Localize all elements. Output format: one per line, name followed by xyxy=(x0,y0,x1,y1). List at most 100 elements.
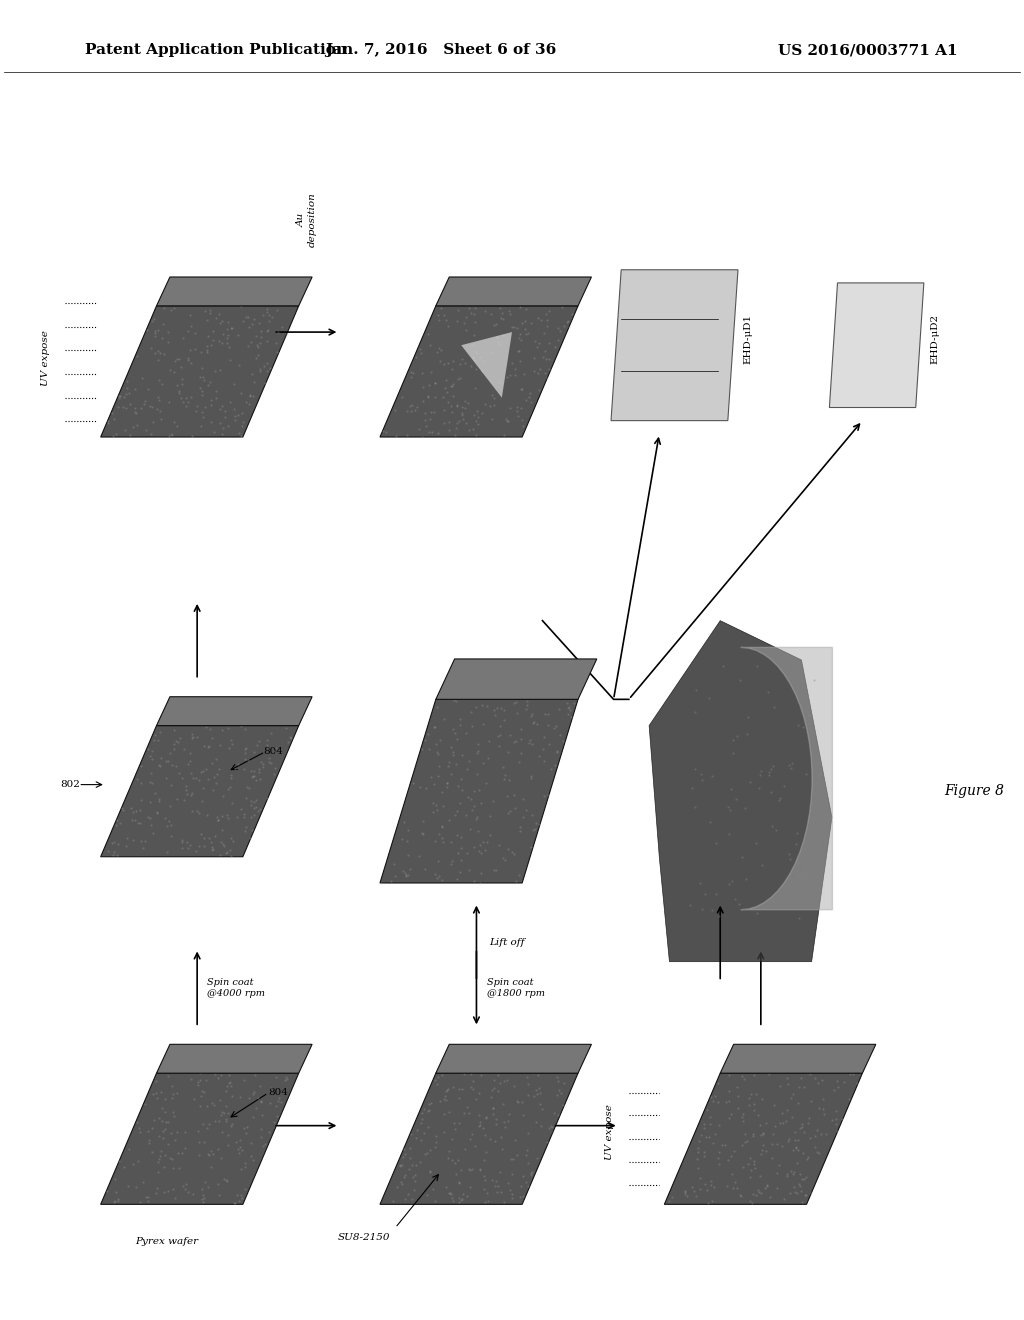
Point xyxy=(473,842,489,863)
Point xyxy=(413,342,429,363)
Point xyxy=(269,341,286,362)
Point xyxy=(452,1172,468,1193)
Point xyxy=(221,776,238,797)
Point xyxy=(811,1097,827,1118)
Point xyxy=(218,843,234,865)
Point xyxy=(244,766,260,787)
Point xyxy=(791,1173,807,1195)
Point xyxy=(216,1168,232,1189)
Point xyxy=(752,1166,768,1187)
Point xyxy=(261,751,278,772)
Point xyxy=(257,1134,273,1155)
Point xyxy=(159,842,175,863)
Point xyxy=(471,1111,487,1133)
Point xyxy=(785,1163,802,1184)
Polygon shape xyxy=(436,659,597,700)
Point xyxy=(771,789,787,810)
Point xyxy=(223,318,240,339)
Point xyxy=(205,321,221,342)
Point xyxy=(137,1187,154,1208)
Point xyxy=(430,850,446,871)
Point xyxy=(427,717,443,738)
Point xyxy=(412,418,428,440)
Text: Pyrex wafer: Pyrex wafer xyxy=(135,1237,199,1246)
Point xyxy=(452,792,468,813)
Point xyxy=(205,329,221,350)
Point xyxy=(485,387,502,408)
Point xyxy=(529,308,546,329)
Point xyxy=(755,1123,771,1144)
Point xyxy=(378,421,394,442)
Point xyxy=(253,1092,269,1113)
Point xyxy=(537,322,553,343)
Point xyxy=(150,341,166,362)
Point xyxy=(434,817,451,838)
Point xyxy=(705,1191,721,1212)
Point xyxy=(730,1097,746,1118)
Point xyxy=(243,760,259,781)
Point xyxy=(745,1100,762,1121)
Point xyxy=(466,378,482,399)
Point xyxy=(169,375,185,396)
Point xyxy=(509,401,525,422)
Point xyxy=(220,1125,237,1146)
Point xyxy=(238,1123,254,1144)
Point xyxy=(218,1111,234,1133)
Point xyxy=(795,717,811,738)
Point xyxy=(513,379,529,400)
Point xyxy=(280,731,296,752)
Point xyxy=(477,393,494,414)
Point xyxy=(190,1144,207,1166)
Point xyxy=(513,1176,529,1197)
Point xyxy=(728,788,744,809)
Point xyxy=(259,734,275,755)
Point xyxy=(547,337,563,358)
Point xyxy=(685,1180,701,1201)
Point xyxy=(468,425,484,446)
Point xyxy=(454,780,470,801)
Point xyxy=(517,1171,534,1192)
Point xyxy=(551,698,567,719)
Point xyxy=(772,787,788,808)
Point xyxy=(751,777,767,799)
Point xyxy=(457,391,473,412)
Point xyxy=(546,1102,562,1123)
Point xyxy=(539,309,555,330)
Point xyxy=(439,352,456,374)
Point xyxy=(191,1069,208,1090)
Point xyxy=(761,764,777,785)
Point xyxy=(194,401,210,422)
Point xyxy=(470,413,486,434)
Point xyxy=(225,374,242,395)
Point xyxy=(828,1109,845,1130)
Text: 804: 804 xyxy=(263,747,283,756)
Point xyxy=(141,771,158,792)
Polygon shape xyxy=(720,1044,876,1073)
Point xyxy=(453,1189,469,1210)
Point xyxy=(788,1138,805,1159)
Point xyxy=(237,1152,253,1173)
Point xyxy=(451,368,467,389)
Point xyxy=(750,1105,766,1126)
Text: Lift off: Lift off xyxy=(489,937,525,946)
Point xyxy=(492,725,508,746)
Point xyxy=(487,1113,504,1134)
Point xyxy=(828,1121,845,1142)
Point xyxy=(197,1171,213,1192)
Point xyxy=(394,1147,411,1168)
Point xyxy=(429,1073,445,1094)
Point xyxy=(232,715,249,737)
Point xyxy=(518,298,535,319)
Point xyxy=(711,1154,727,1175)
Point xyxy=(732,669,749,690)
Point xyxy=(813,1123,829,1144)
Point xyxy=(229,1184,246,1205)
Point xyxy=(246,760,262,781)
Point xyxy=(402,362,419,383)
Point xyxy=(437,370,454,391)
Point xyxy=(492,735,508,756)
Point xyxy=(438,1080,455,1101)
Point xyxy=(142,808,159,829)
Point xyxy=(143,1142,160,1163)
Point xyxy=(231,1086,248,1107)
